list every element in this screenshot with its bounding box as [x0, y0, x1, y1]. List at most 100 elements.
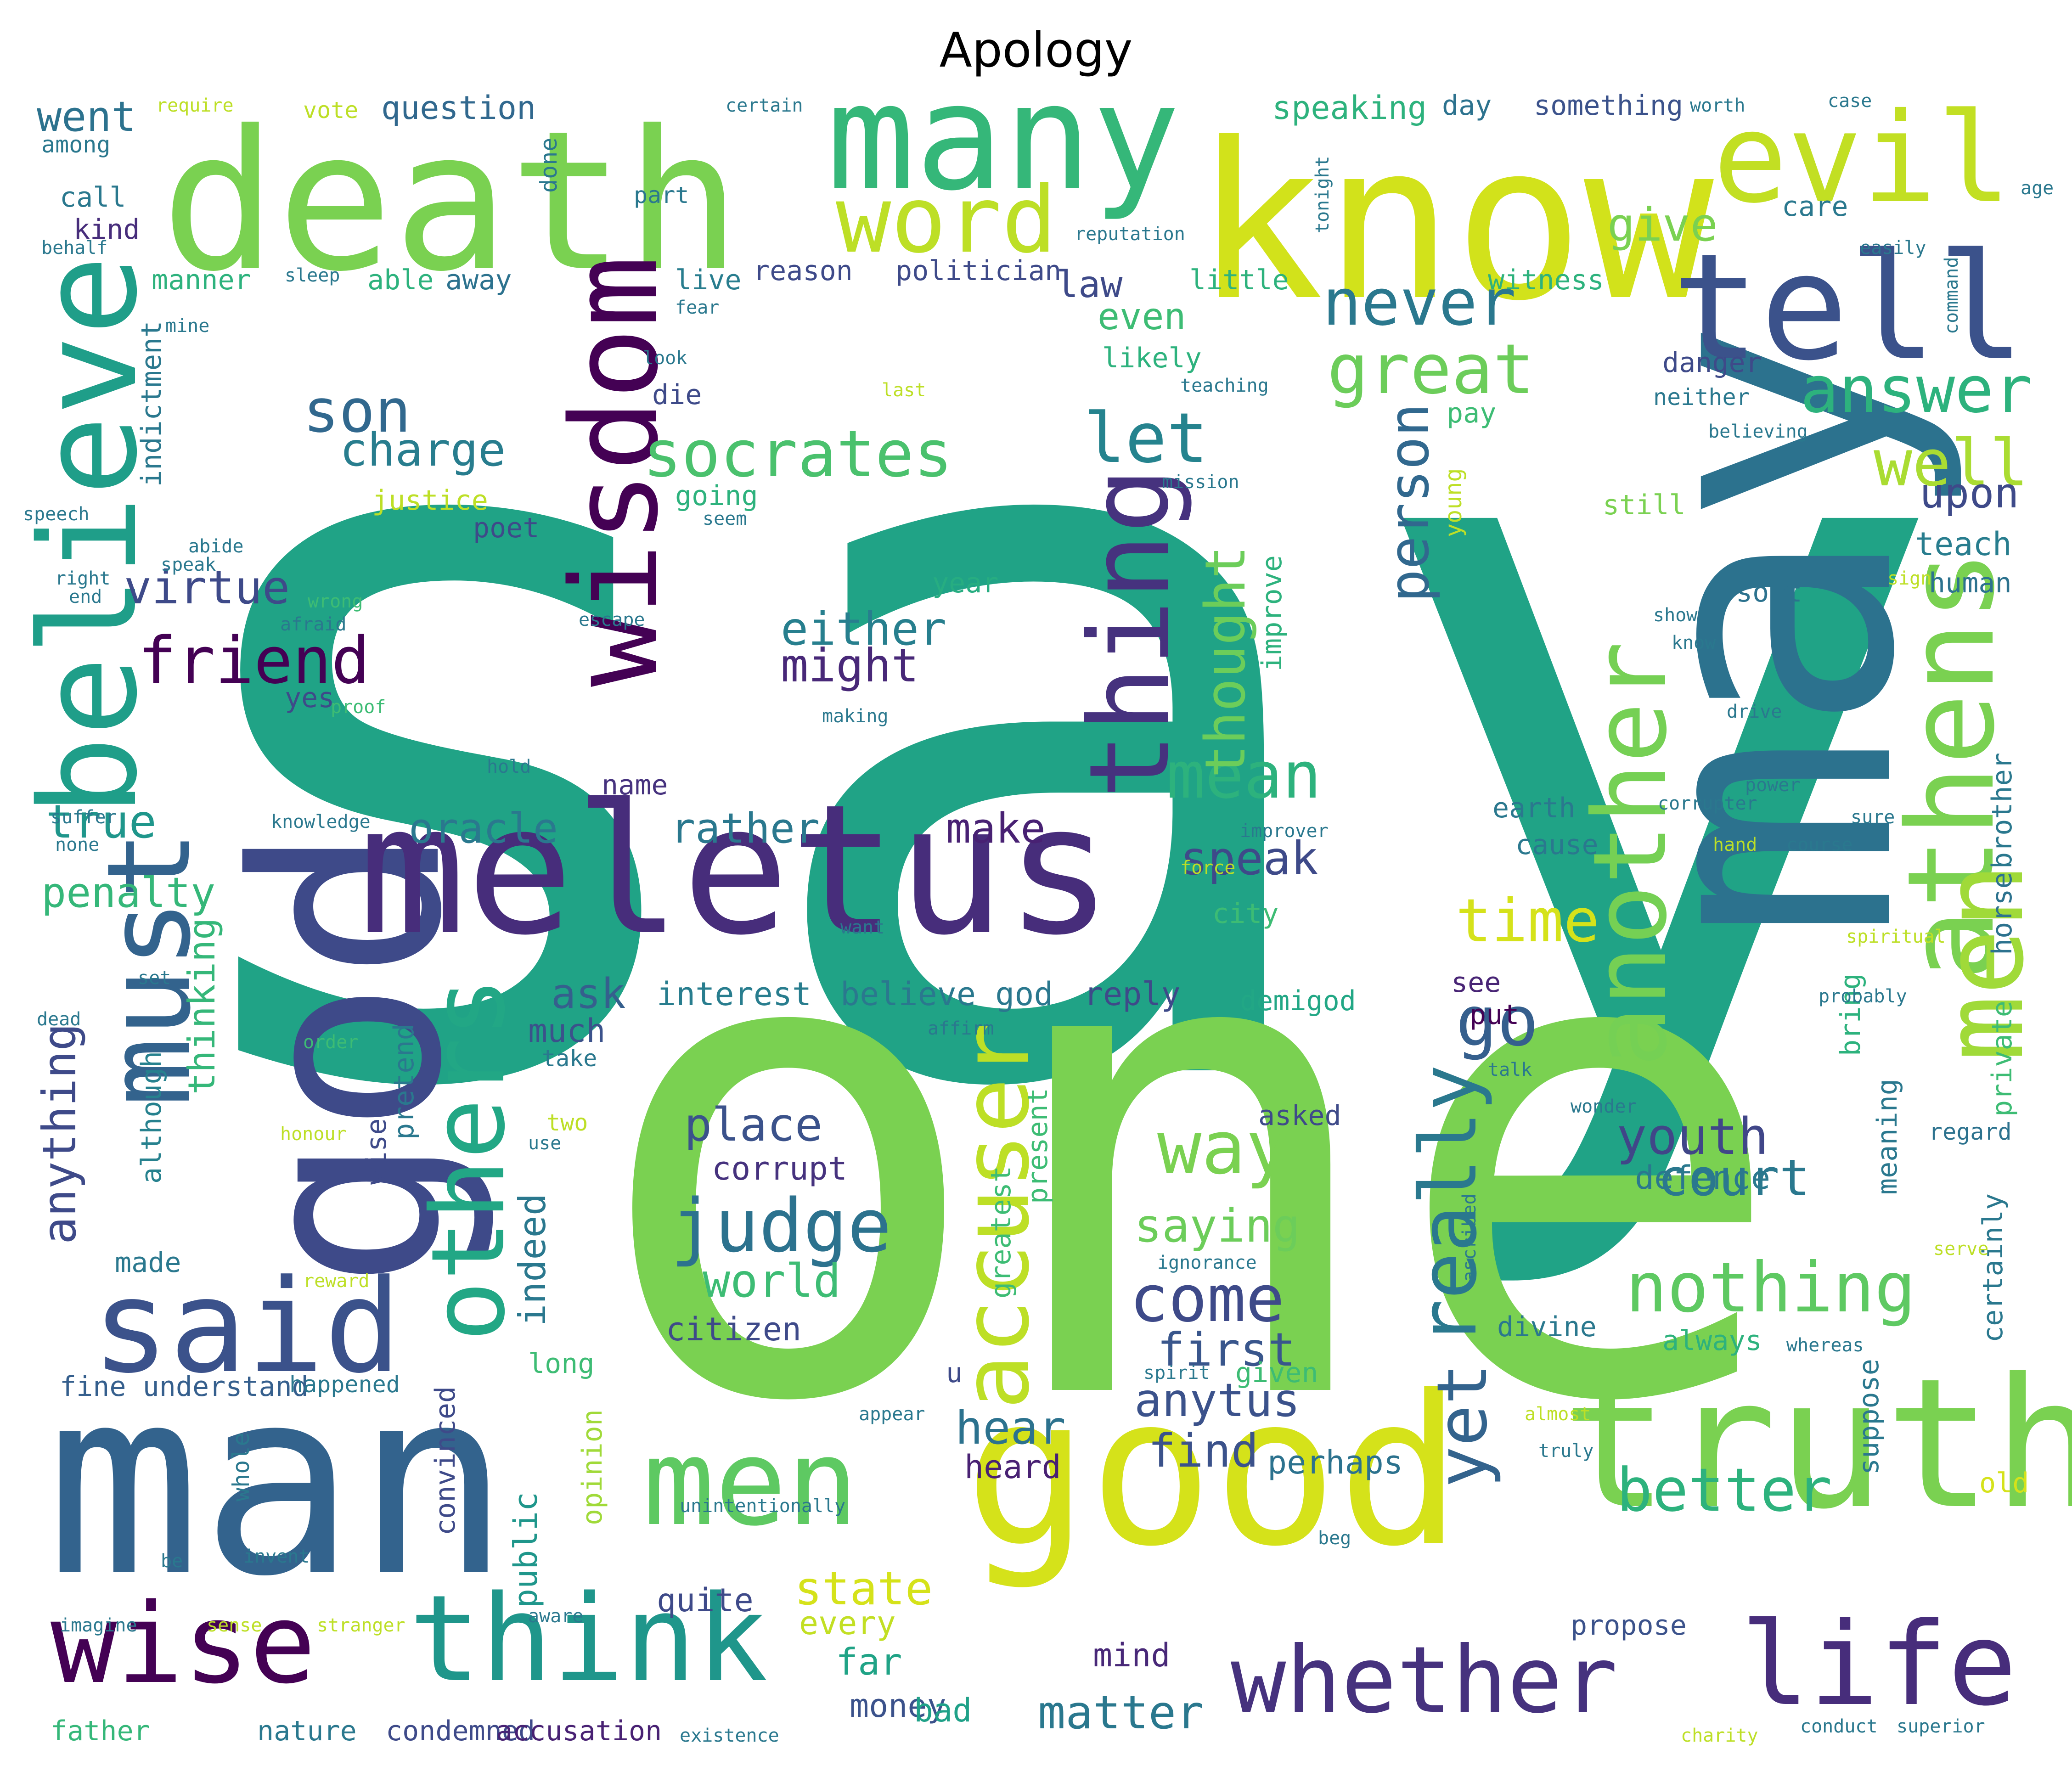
cloud-word: making — [822, 706, 889, 727]
cloud-word: believe god — [840, 975, 1053, 1013]
cloud-word: happened — [289, 1371, 400, 1398]
cloud-word: regard — [1929, 1119, 2012, 1145]
cloud-word: show — [1653, 605, 1698, 626]
cloud-word: world — [703, 1254, 841, 1308]
cloud-word: teach — [1915, 525, 2012, 563]
cloud-word: unintentionally — [680, 1496, 846, 1517]
cloud-word: time — [1456, 886, 1600, 956]
cloud-word: never — [1323, 265, 1516, 340]
cloud-word: city — [1212, 898, 1279, 930]
cloud-word: danger — [1662, 347, 1762, 379]
cloud-word: youth — [1616, 1107, 1769, 1166]
cloud-word: hold — [487, 756, 531, 777]
cloud-word: look — [643, 348, 687, 369]
cloud-word: charge — [340, 423, 506, 477]
cloud-word: tonight — [1312, 156, 1333, 233]
cloud-word: imagine — [60, 1615, 137, 1636]
cloud-word: place — [684, 1098, 823, 1152]
cloud-word: fine understand — [60, 1371, 309, 1403]
cloud-word: judge — [670, 1183, 892, 1269]
cloud-word: charity — [1681, 1725, 1758, 1746]
cloud-word: witness — [1488, 264, 1604, 296]
cloud-word: require — [156, 95, 234, 116]
cloud-word: mean — [1166, 738, 1322, 813]
cloud-word: mine — [165, 315, 210, 337]
cloud-word: beg — [1318, 1528, 1351, 1549]
cloud-word: whether — [1231, 1627, 1618, 1734]
cloud-word: serve — [1933, 1238, 1989, 1260]
cloud-word: believing — [1708, 421, 1808, 442]
cloud-word: mind — [1093, 1636, 1171, 1674]
cloud-word: person — [1378, 403, 1441, 602]
cloud-word: age — [2021, 178, 2054, 199]
cloud-word: last — [882, 380, 926, 401]
cloud-word: abide — [188, 536, 244, 557]
cloud-word: among — [41, 131, 111, 158]
cloud-word: none — [55, 834, 100, 855]
cloud-word: men — [1920, 862, 2048, 1062]
cloud-word: heard — [964, 1448, 1061, 1486]
cloud-word: two — [546, 1109, 588, 1136]
cloud-word: case — [1828, 90, 1872, 112]
cloud-word: private — [1986, 1001, 2018, 1117]
cloud-word: sure — [1851, 807, 1895, 828]
cloud-word: propose — [1571, 1609, 1687, 1642]
cloud-word: ask — [551, 970, 626, 1018]
cloud-word: sort — [1736, 576, 1802, 608]
cloud-word: seem — [703, 508, 747, 529]
cloud-word: use — [528, 1133, 562, 1154]
cloud-word: find — [1148, 1424, 1259, 1478]
cloud-word: reply — [1084, 975, 1181, 1013]
cloud-word: call — [60, 181, 126, 214]
cloud-word: given — [1235, 1357, 1318, 1389]
cloud-word: whereas — [1786, 1335, 1864, 1356]
cloud-word: away — [445, 264, 512, 296]
cloud-word: stranger — [317, 1615, 405, 1636]
cloud-word: made — [115, 1247, 181, 1279]
cloud-word: affirm — [928, 1018, 994, 1039]
cloud-word: suffer — [51, 807, 117, 828]
cloud-word: sense — [207, 1615, 262, 1636]
cloud-word: great — [1327, 330, 1535, 410]
cloud-word: wonder — [1571, 1096, 1637, 1117]
cloud-word: interest — [657, 975, 812, 1013]
cloud-word: make — [946, 804, 1046, 853]
cloud-word: death — [161, 90, 742, 314]
cloud-word: be — [161, 1551, 183, 1572]
cloud-word: order — [303, 1032, 359, 1053]
cloud-word: although — [135, 1051, 168, 1184]
cloud-word: think — [409, 1570, 768, 1709]
cloud-word: anytus — [1134, 1373, 1301, 1427]
cloud-word: public — [507, 1492, 545, 1608]
cloud-word: hear — [955, 1401, 1066, 1455]
cloud-word: mission — [1162, 472, 1239, 493]
cloud-word: evil — [1713, 86, 2012, 231]
cloud-word: saying — [1134, 1199, 1301, 1253]
cloud-word: cause — [1515, 829, 1599, 861]
cloud-word: certain — [726, 95, 803, 116]
cloud-word: still — [1603, 489, 1686, 521]
cloud-word: little — [1189, 264, 1289, 296]
cloud-word: dead — [37, 1009, 81, 1030]
cloud-word: son — [303, 376, 411, 446]
cloud-word: neither — [1653, 384, 1750, 411]
cloud-word: escape — [579, 609, 645, 630]
cloud-word: matter — [1038, 1686, 1204, 1739]
cloud-word: appear — [859, 1404, 925, 1425]
figure-title: Apology — [939, 22, 1133, 78]
cloud-word: something — [1534, 90, 1684, 122]
cloud-word: speak — [161, 554, 216, 575]
cloud-word: take — [542, 1045, 597, 1072]
cloud-word: improver — [1240, 821, 1329, 842]
cloud-word: ascribed — [1459, 1193, 1480, 1282]
cloud-word: aware — [528, 1606, 584, 1627]
cloud-word: father — [51, 1715, 150, 1747]
cloud-word: indictment — [135, 321, 168, 487]
cloud-word: say — [133, 133, 1958, 1309]
cloud-word: kind — [73, 214, 140, 246]
cloud-word: improve — [1256, 555, 1288, 671]
cloud-word: easily — [1860, 237, 1926, 259]
cloud-word: care — [1782, 191, 1848, 223]
